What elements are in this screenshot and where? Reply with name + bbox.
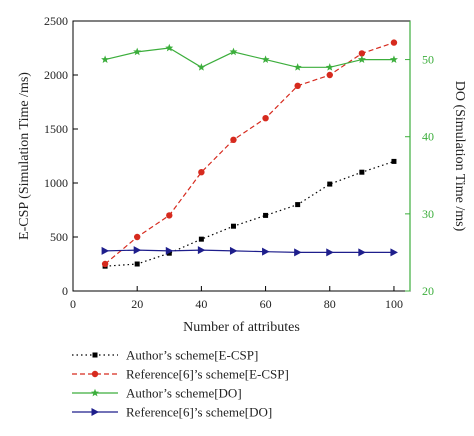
legend-marker <box>91 388 99 397</box>
data-point <box>101 260 109 268</box>
data-point <box>165 246 174 255</box>
x-axis-label: Number of attributes <box>183 320 300 335</box>
x-tick-label: 40 <box>195 297 207 311</box>
data-point <box>134 261 140 267</box>
y-tick-label-right: 20 <box>422 284 434 298</box>
data-point <box>263 212 269 218</box>
data-point <box>166 250 172 256</box>
series-3 <box>101 246 398 257</box>
data-point <box>390 248 398 257</box>
data-point <box>389 55 398 63</box>
legend-label: Author’s scheme[E-CSP] <box>126 348 258 363</box>
data-point <box>133 233 141 241</box>
data-point <box>133 246 142 255</box>
data-point <box>294 82 301 90</box>
data-point <box>166 212 173 219</box>
data-point <box>198 236 204 242</box>
series-1 <box>101 39 398 268</box>
data-point <box>229 47 238 56</box>
data-point <box>359 169 365 175</box>
y-tick-label-left: 1000 <box>44 176 68 190</box>
y-tick-label-right: 30 <box>422 207 434 221</box>
data-point <box>294 248 302 257</box>
series-line <box>105 249 394 253</box>
data-point <box>262 247 270 256</box>
data-point <box>391 158 397 164</box>
x-tick-label: 0 <box>70 297 76 311</box>
legend-label: Reference[6]’s scheme[DO] <box>126 405 272 420</box>
legend-marker <box>91 370 99 378</box>
legend-marker <box>91 408 99 416</box>
data-point <box>293 63 302 71</box>
x-tick-label: 80 <box>324 297 336 311</box>
series-2 <box>101 43 398 71</box>
data-point <box>165 43 174 52</box>
data-point <box>261 55 270 63</box>
data-point <box>101 246 110 255</box>
data-point <box>133 47 142 56</box>
data-point <box>230 136 237 143</box>
y-tick-label-left: 1500 <box>44 122 68 136</box>
data-point <box>327 181 333 187</box>
data-point <box>390 39 398 46</box>
y-axis-label-right: DO (Simulation Time /ms) <box>452 81 467 232</box>
right-axis: 20 30 40 50 <box>405 21 434 298</box>
y-tick-label-left: 500 <box>50 230 68 244</box>
data-point <box>230 223 236 229</box>
x-tick-label: 20 <box>131 297 143 311</box>
data-point <box>325 63 334 71</box>
series-line <box>104 42 395 265</box>
data-point <box>197 246 206 255</box>
data-point <box>197 63 206 71</box>
y-tick-label-left: 2500 <box>44 14 68 28</box>
bottom-axis: 0 20 40 60 80 100 <box>70 286 403 311</box>
y-tick-label-left: 2000 <box>44 68 68 82</box>
y-tick-label-right: 40 <box>422 130 434 144</box>
data-point <box>295 202 301 208</box>
data-point <box>229 246 238 255</box>
data-point <box>262 115 269 122</box>
data-point <box>101 55 110 63</box>
data-point <box>326 248 334 257</box>
y-tick-label-left: 0 <box>62 284 68 298</box>
data-point <box>326 71 333 79</box>
left-axis: 0 500 1000 1500 2000 2500 <box>44 14 78 298</box>
x-tick-label: 100 <box>385 297 403 311</box>
data-point <box>358 50 366 57</box>
data-point <box>358 248 366 257</box>
y-tick-label-right: 50 <box>422 53 434 67</box>
data-point <box>357 55 366 63</box>
legend-marker <box>92 352 98 358</box>
legend: Author’s scheme[E-CSP] Reference[6]’s sch… <box>72 348 289 420</box>
series-layer <box>101 39 398 269</box>
x-tick-label: 60 <box>260 297 272 311</box>
series-line <box>104 47 394 68</box>
legend-label: Author’s scheme[DO] <box>126 386 242 401</box>
y-axis-label-left: E-CSP (Simulation Time /ms) <box>17 72 32 240</box>
data-point <box>198 169 205 176</box>
legend-label: Reference[6]’s scheme[E-CSP] <box>126 367 289 382</box>
